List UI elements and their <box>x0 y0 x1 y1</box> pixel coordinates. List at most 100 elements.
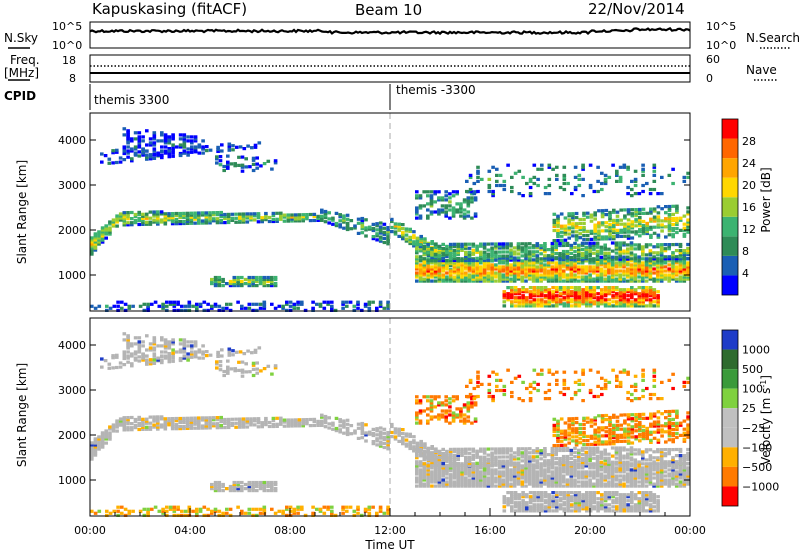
power-cell <box>215 155 219 159</box>
velocity-cell <box>267 420 272 425</box>
velocity-cell <box>448 484 453 488</box>
velocity-cell <box>494 484 498 488</box>
power-cell <box>663 257 668 261</box>
velocity-cell <box>554 480 558 484</box>
power-cell <box>378 237 383 241</box>
power-cell <box>433 192 437 196</box>
power-cell <box>467 252 472 256</box>
power-cell <box>252 218 257 222</box>
power-cell <box>490 258 494 262</box>
power-cell <box>426 277 430 281</box>
power-cell <box>561 263 566 267</box>
velocity-cell <box>219 417 223 422</box>
power-cell <box>615 230 620 235</box>
velocity-cell <box>262 480 267 485</box>
power-cell <box>648 257 653 261</box>
power-cell <box>574 226 579 230</box>
velocity-cell <box>236 489 240 493</box>
power-cell <box>462 216 467 220</box>
velocity-cell <box>216 352 220 356</box>
power-cell <box>296 300 300 304</box>
power-cell <box>615 222 620 226</box>
power-cell <box>577 265 581 269</box>
power-cell <box>528 256 532 260</box>
power-cell <box>667 206 672 211</box>
velocity-cell <box>367 505 372 509</box>
power-cell <box>682 179 687 183</box>
power-cell <box>437 263 442 267</box>
power-cell <box>460 277 464 281</box>
power-cell <box>249 218 253 222</box>
power-cell <box>475 273 479 277</box>
power-cell <box>371 237 376 241</box>
velocity-cell <box>659 484 664 488</box>
velocity-cell <box>342 431 346 435</box>
power-cell <box>386 240 390 244</box>
velocity-cell <box>160 361 164 365</box>
velocity-cell <box>629 464 634 468</box>
velocity-cell <box>137 350 142 354</box>
velocity-cell <box>249 417 253 421</box>
velocity-cell <box>352 509 357 513</box>
velocity-cell <box>595 478 600 482</box>
power-cell <box>629 243 634 247</box>
power-cell <box>127 306 132 310</box>
velocity-cell <box>648 474 653 478</box>
velocity-cell <box>667 472 671 476</box>
power-cell <box>234 212 238 216</box>
velocity-cell <box>258 484 263 489</box>
velocity-cell <box>156 358 160 362</box>
power-cell <box>592 245 596 249</box>
velocity-cell <box>161 509 165 513</box>
power-cell <box>426 257 430 261</box>
power-cell <box>97 240 101 244</box>
velocity-cell <box>260 421 264 425</box>
velocity-cell <box>193 340 198 344</box>
power-cell <box>460 257 464 261</box>
power-cell <box>308 219 313 223</box>
power-cell <box>115 150 119 154</box>
velocity-cell <box>186 340 190 344</box>
power-cell <box>456 250 460 254</box>
power-cell <box>532 298 537 302</box>
velocity-cell <box>90 509 94 513</box>
velocity-cell <box>618 468 622 472</box>
power-cell <box>543 275 547 279</box>
power-cell <box>230 212 235 216</box>
velocity-cell <box>422 450 427 454</box>
power-cell <box>320 210 324 214</box>
power-cell <box>637 245 641 249</box>
power-cell <box>573 253 577 258</box>
power-cell <box>638 228 642 232</box>
power-cell <box>262 279 267 284</box>
power-cell <box>422 279 427 283</box>
power-cell <box>190 145 194 149</box>
power-cell <box>473 196 478 200</box>
power-cell <box>251 275 255 280</box>
power-cell <box>580 275 585 279</box>
velocity-cell <box>415 464 419 468</box>
power-cell <box>573 296 578 300</box>
velocity-cell <box>456 472 460 476</box>
velocity-cell <box>217 489 222 493</box>
power-cell <box>161 304 165 308</box>
velocity-cell <box>512 482 517 486</box>
velocity-cell <box>228 484 233 489</box>
velocity-cell <box>531 476 536 480</box>
velocity-cell <box>126 354 130 358</box>
velocity-cell <box>671 466 675 470</box>
power-cell <box>585 237 590 242</box>
power-cell <box>510 175 514 179</box>
velocity-cell <box>482 461 487 465</box>
velocity-cell <box>430 456 434 460</box>
power-cell <box>562 302 567 306</box>
power-cell <box>570 192 574 196</box>
power-cell <box>524 257 528 261</box>
power-cell <box>612 210 616 214</box>
power-cell <box>137 222 141 227</box>
velocity-cell <box>418 454 423 458</box>
power-cell <box>611 288 615 292</box>
power-cell <box>163 139 168 143</box>
power-cell <box>297 217 302 221</box>
power-cell <box>460 244 464 248</box>
